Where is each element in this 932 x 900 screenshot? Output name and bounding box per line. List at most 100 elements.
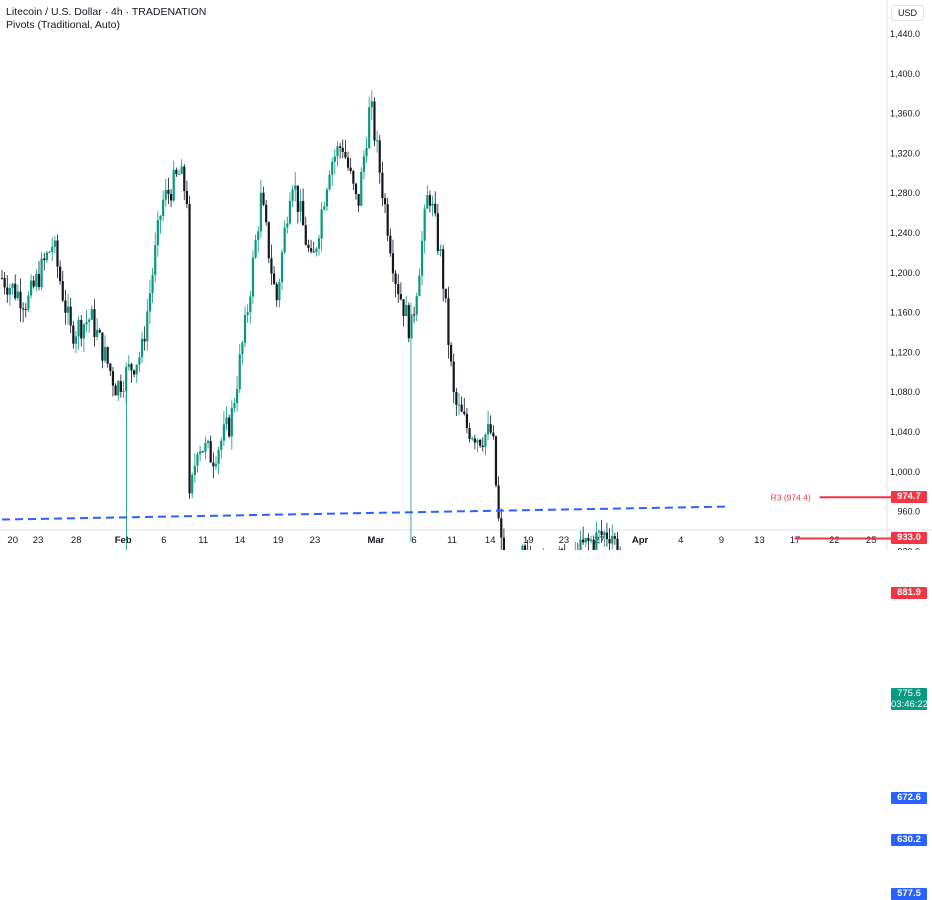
- candle-body: [492, 433, 494, 437]
- candle-body: [210, 441, 212, 462]
- candle-body: [307, 245, 309, 248]
- candle-body: [9, 288, 11, 295]
- candle-body: [318, 238, 320, 248]
- candle-body: [199, 451, 201, 454]
- x-tick-label: 17: [790, 535, 801, 546]
- y-tick-label: 1,440.0: [890, 29, 920, 39]
- candle-body: [373, 101, 375, 140]
- candle-body: [117, 381, 119, 395]
- candle-body: [130, 364, 132, 370]
- candle-body: [450, 345, 452, 362]
- candle-body: [355, 184, 357, 194]
- candle-body: [212, 462, 214, 466]
- y-tick-label: 1,120.0: [890, 347, 920, 357]
- horizontal-trendline[interactable]: [2, 507, 726, 520]
- candle-body: [254, 240, 256, 258]
- candle-body: [25, 309, 27, 310]
- candle-body: [323, 206, 325, 209]
- candle-body: [170, 194, 172, 200]
- candle-body: [315, 249, 317, 252]
- y-tick-label: 920.0: [897, 546, 920, 550]
- x-tick-label: 6: [161, 535, 166, 546]
- candle-body: [223, 424, 225, 440]
- candle-body: [54, 241, 56, 247]
- y-tick-label: 1,000.0: [890, 467, 920, 477]
- candle-body: [104, 347, 106, 361]
- currency-button[interactable]: USD: [891, 5, 924, 21]
- candle-body: [326, 189, 328, 206]
- candle-body: [27, 295, 29, 309]
- candle-body: [48, 252, 50, 253]
- y-tick-label: 1,400.0: [890, 69, 920, 79]
- candle-body: [186, 191, 188, 204]
- candle-body: [297, 186, 299, 212]
- candle-body: [41, 259, 43, 288]
- indicator-label[interactable]: Pivots (Traditional, Auto): [6, 19, 120, 31]
- candle-body: [453, 361, 455, 392]
- candle-body: [302, 201, 304, 225]
- candle-body: [215, 464, 217, 466]
- candle-body: [521, 546, 523, 550]
- candle-body: [175, 170, 177, 174]
- candle-body: [114, 386, 116, 396]
- candle-body: [474, 438, 476, 442]
- candle-body: [138, 357, 140, 364]
- x-tick-label: 11: [198, 535, 208, 546]
- candle-body: [439, 249, 441, 251]
- candle-body: [328, 175, 330, 190]
- candle-body: [299, 201, 301, 212]
- candle-body: [165, 190, 167, 200]
- candle-body: [310, 248, 312, 251]
- candle-body: [484, 434, 486, 447]
- candle-body: [321, 210, 323, 239]
- candle-body: [107, 347, 109, 364]
- candle-body: [56, 241, 58, 267]
- candle-body: [167, 190, 169, 194]
- candle-body: [379, 140, 381, 172]
- candle-body: [1, 278, 3, 279]
- candle-body: [6, 287, 8, 294]
- candle-body: [112, 371, 114, 385]
- candle-body: [270, 258, 272, 273]
- candle-body: [416, 296, 418, 314]
- candle-body: [149, 293, 151, 311]
- candle-body: [33, 281, 35, 287]
- candle-body: [466, 414, 468, 428]
- pivot-price-tag: 881.9: [891, 587, 927, 599]
- candle-body: [313, 252, 315, 253]
- candle-body: [487, 424, 489, 434]
- candle-body: [426, 195, 428, 209]
- candle-body: [218, 450, 220, 464]
- candle-body: [157, 220, 159, 245]
- candle-body: [252, 258, 254, 297]
- candle-body: [194, 466, 196, 475]
- candle-body: [603, 533, 605, 536]
- candle-body: [233, 403, 235, 408]
- candle-body: [241, 343, 243, 355]
- x-tick-label: 4: [678, 535, 683, 546]
- candle-body: [305, 225, 307, 245]
- candle-body: [173, 170, 175, 201]
- y-tick-label: 1,200.0: [890, 268, 920, 278]
- candle-body: [122, 391, 124, 392]
- candle-body: [59, 267, 61, 282]
- candle-body: [220, 441, 222, 450]
- candle-body: [368, 107, 370, 148]
- x-tick-label: 14: [485, 535, 496, 546]
- candle-body: [418, 275, 420, 296]
- x-tick-label: 28: [71, 535, 82, 546]
- x-tick-label: 11: [447, 535, 457, 546]
- candle-body: [289, 201, 291, 224]
- candle-body: [276, 284, 278, 300]
- symbol-title[interactable]: Litecoin / U.S. Dollar · 4h · TRADENATIO…: [6, 6, 206, 18]
- candle-body: [225, 418, 227, 425]
- price-chart[interactable]: 560.0600.0640.0680.0720.0760.0800.0840.0…: [0, 0, 932, 550]
- candle-body: [154, 245, 156, 275]
- candle-body: [360, 172, 362, 206]
- candle-body: [363, 156, 365, 171]
- pivot-label: R3 (974.4): [771, 492, 811, 502]
- candle-body: [371, 101, 373, 107]
- y-tick-label: 1,080.0: [890, 387, 920, 397]
- candle-body: [421, 241, 423, 276]
- candle-body: [408, 305, 410, 338]
